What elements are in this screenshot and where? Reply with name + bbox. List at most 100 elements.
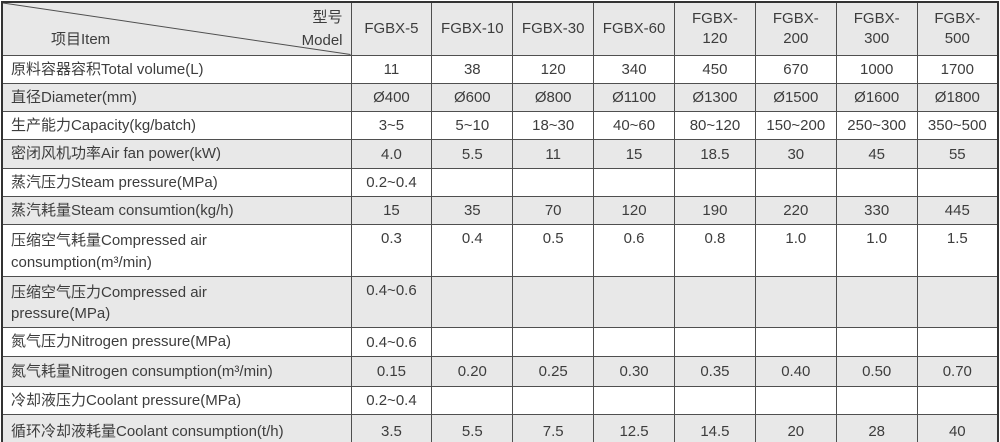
value-cell: 0.2~0.4 bbox=[350, 385, 433, 416]
column-header: FGBX-5 bbox=[350, 1, 433, 56]
value-cell: 445 bbox=[916, 195, 999, 226]
value-cell: 70 bbox=[512, 195, 595, 226]
value-cell bbox=[835, 275, 918, 329]
value-cell: 450 bbox=[674, 54, 756, 84]
value-cell: 0.4~0.6 bbox=[350, 327, 433, 357]
value-cell bbox=[431, 385, 514, 416]
value-cell bbox=[593, 327, 675, 357]
value-cell bbox=[674, 275, 756, 329]
value-cell: 0.40 bbox=[754, 355, 837, 387]
value-cell bbox=[754, 385, 837, 416]
value-cell bbox=[431, 275, 514, 329]
value-cell: 1.0 bbox=[754, 224, 837, 277]
column-header: FGBX- 200 bbox=[754, 1, 837, 56]
value-cell bbox=[916, 385, 999, 416]
value-cell: 1.5 bbox=[916, 224, 999, 277]
value-cell: 250~300 bbox=[835, 111, 918, 141]
value-cell bbox=[593, 385, 675, 416]
value-cell: 15 bbox=[593, 139, 675, 169]
table-row: 蒸汽耗量Steam consumtion(kg/h) 15 35 70 120 190 22… bbox=[1, 195, 999, 226]
row-label: 生产能力Capacity(kg/batch) bbox=[1, 111, 352, 141]
value-cell: 0.70 bbox=[916, 355, 999, 387]
value-cell: Ø1300 bbox=[674, 82, 756, 113]
value-cell: 3~5 bbox=[350, 111, 433, 141]
value-cell: 0.15 bbox=[350, 355, 433, 387]
value-cell: Ø1600 bbox=[835, 82, 918, 113]
value-cell: Ø800 bbox=[512, 82, 595, 113]
column-header: FGBX-10 bbox=[431, 1, 514, 56]
value-cell: 120 bbox=[512, 54, 595, 84]
table-body: 原料容器容积Total volume(L) 11 38 120 340 450 670 100… bbox=[1, 54, 999, 442]
header-diagonal-line bbox=[3, 3, 350, 54]
row-label: 蒸汽耗量Steam consumtion(kg/h) bbox=[1, 195, 352, 226]
value-cell: 3.5 bbox=[350, 414, 433, 442]
value-cell: 0.20 bbox=[431, 355, 514, 387]
table-row: 循环冷却液耗量Coolant consumption(t/h) 3.5 5.5 7.5… bbox=[1, 414, 999, 442]
model-label-en: Model bbox=[301, 31, 343, 49]
table-row: 密闭风机功率Air fan power(kW) 4.0 5.5 11 15 18.5 30 4… bbox=[1, 139, 999, 169]
row-label: 直径Diameter(mm) bbox=[1, 82, 352, 113]
table-row: 原料容器容积Total volume(L) 11 38 120 340 450 670 100… bbox=[1, 54, 999, 84]
column-header: FGBX- 500 bbox=[916, 1, 999, 56]
table-row: 压缩空气压力Compressed air pressure(MPa) 0.4~0.… bbox=[1, 275, 999, 329]
row-label: 原料容器容积Total volume(L) bbox=[1, 54, 352, 84]
row-label: 蒸汽压力Steam pressure(MPa) bbox=[1, 167, 352, 197]
value-cell: 0.35 bbox=[674, 355, 756, 387]
value-cell bbox=[835, 167, 918, 197]
value-cell: 28 bbox=[835, 414, 918, 442]
row-label: 循环冷却液耗量Coolant consumption(t/h) bbox=[1, 414, 352, 442]
value-cell bbox=[835, 385, 918, 416]
value-cell: 15 bbox=[350, 195, 433, 226]
value-cell: 5~10 bbox=[431, 111, 514, 141]
row-label: 密闭风机功率Air fan power(kW) bbox=[1, 139, 352, 169]
row-label: 氮气压力Nitrogen pressure(MPa) bbox=[1, 327, 352, 357]
value-cell: Ø1500 bbox=[754, 82, 837, 113]
value-cell bbox=[754, 327, 837, 357]
model-label-cn: 型号 bbox=[312, 9, 343, 26]
column-header: FGBX-60 bbox=[593, 1, 675, 56]
row-label: 冷却液压力Coolant pressure(MPa) bbox=[1, 385, 352, 416]
row-label: 压缩空气压力Compressed air pressure(MPa) bbox=[1, 275, 352, 329]
value-cell bbox=[754, 275, 837, 329]
value-cell bbox=[835, 327, 918, 357]
value-cell bbox=[754, 167, 837, 197]
value-cell: 350~500 bbox=[916, 111, 999, 141]
value-cell: 0.50 bbox=[835, 355, 918, 387]
value-cell bbox=[512, 385, 595, 416]
value-cell: 30 bbox=[754, 139, 837, 169]
value-cell: 0.8 bbox=[674, 224, 756, 277]
value-cell bbox=[593, 167, 675, 197]
value-cell: 0.25 bbox=[512, 355, 595, 387]
value-cell bbox=[593, 275, 675, 329]
value-cell: 4.0 bbox=[350, 139, 433, 169]
value-cell: 670 bbox=[754, 54, 837, 84]
corner-cell: 型号 Model 项目Item bbox=[1, 1, 352, 56]
value-cell: 38 bbox=[431, 54, 514, 84]
table-row: 蒸汽压力Steam pressure(MPa) 0.2~0.4 bbox=[1, 167, 999, 197]
value-cell bbox=[431, 167, 514, 197]
value-cell: Ø1100 bbox=[593, 82, 675, 113]
value-cell: 0.30 bbox=[593, 355, 675, 387]
table-row: 氮气压力Nitrogen pressure(MPa) 0.4~0.6 bbox=[1, 327, 999, 357]
value-cell bbox=[512, 327, 595, 357]
value-cell bbox=[916, 275, 999, 329]
value-cell: 0.3 bbox=[350, 224, 433, 277]
value-cell: 1000 bbox=[835, 54, 918, 84]
value-cell bbox=[674, 327, 756, 357]
value-cell: 0.5 bbox=[512, 224, 595, 277]
value-cell: 150~200 bbox=[754, 111, 837, 141]
value-cell bbox=[674, 385, 756, 416]
column-header: FGBX- 300 bbox=[835, 1, 918, 56]
value-cell: 120 bbox=[593, 195, 675, 226]
table-header: 型号 Model 项目Item FGBX-5 FGBX-10 FGBX-30 FGBX… bbox=[1, 1, 999, 56]
row-label: 氮气耗量Nitrogen consumption(m³/min) bbox=[1, 355, 352, 387]
table-row: 直径Diameter(mm) Ø400 Ø600 Ø800 Ø1100 Ø1300 Ø150… bbox=[1, 82, 999, 113]
value-cell: 220 bbox=[754, 195, 837, 226]
value-cell: 1700 bbox=[916, 54, 999, 84]
value-cell: 35 bbox=[431, 195, 514, 226]
value-cell bbox=[512, 167, 595, 197]
table-row: 冷却液压力Coolant pressure(MPa) 0.2~0.4 bbox=[1, 385, 999, 416]
value-cell: 40~60 bbox=[593, 111, 675, 141]
value-cell: 5.5 bbox=[431, 139, 514, 169]
